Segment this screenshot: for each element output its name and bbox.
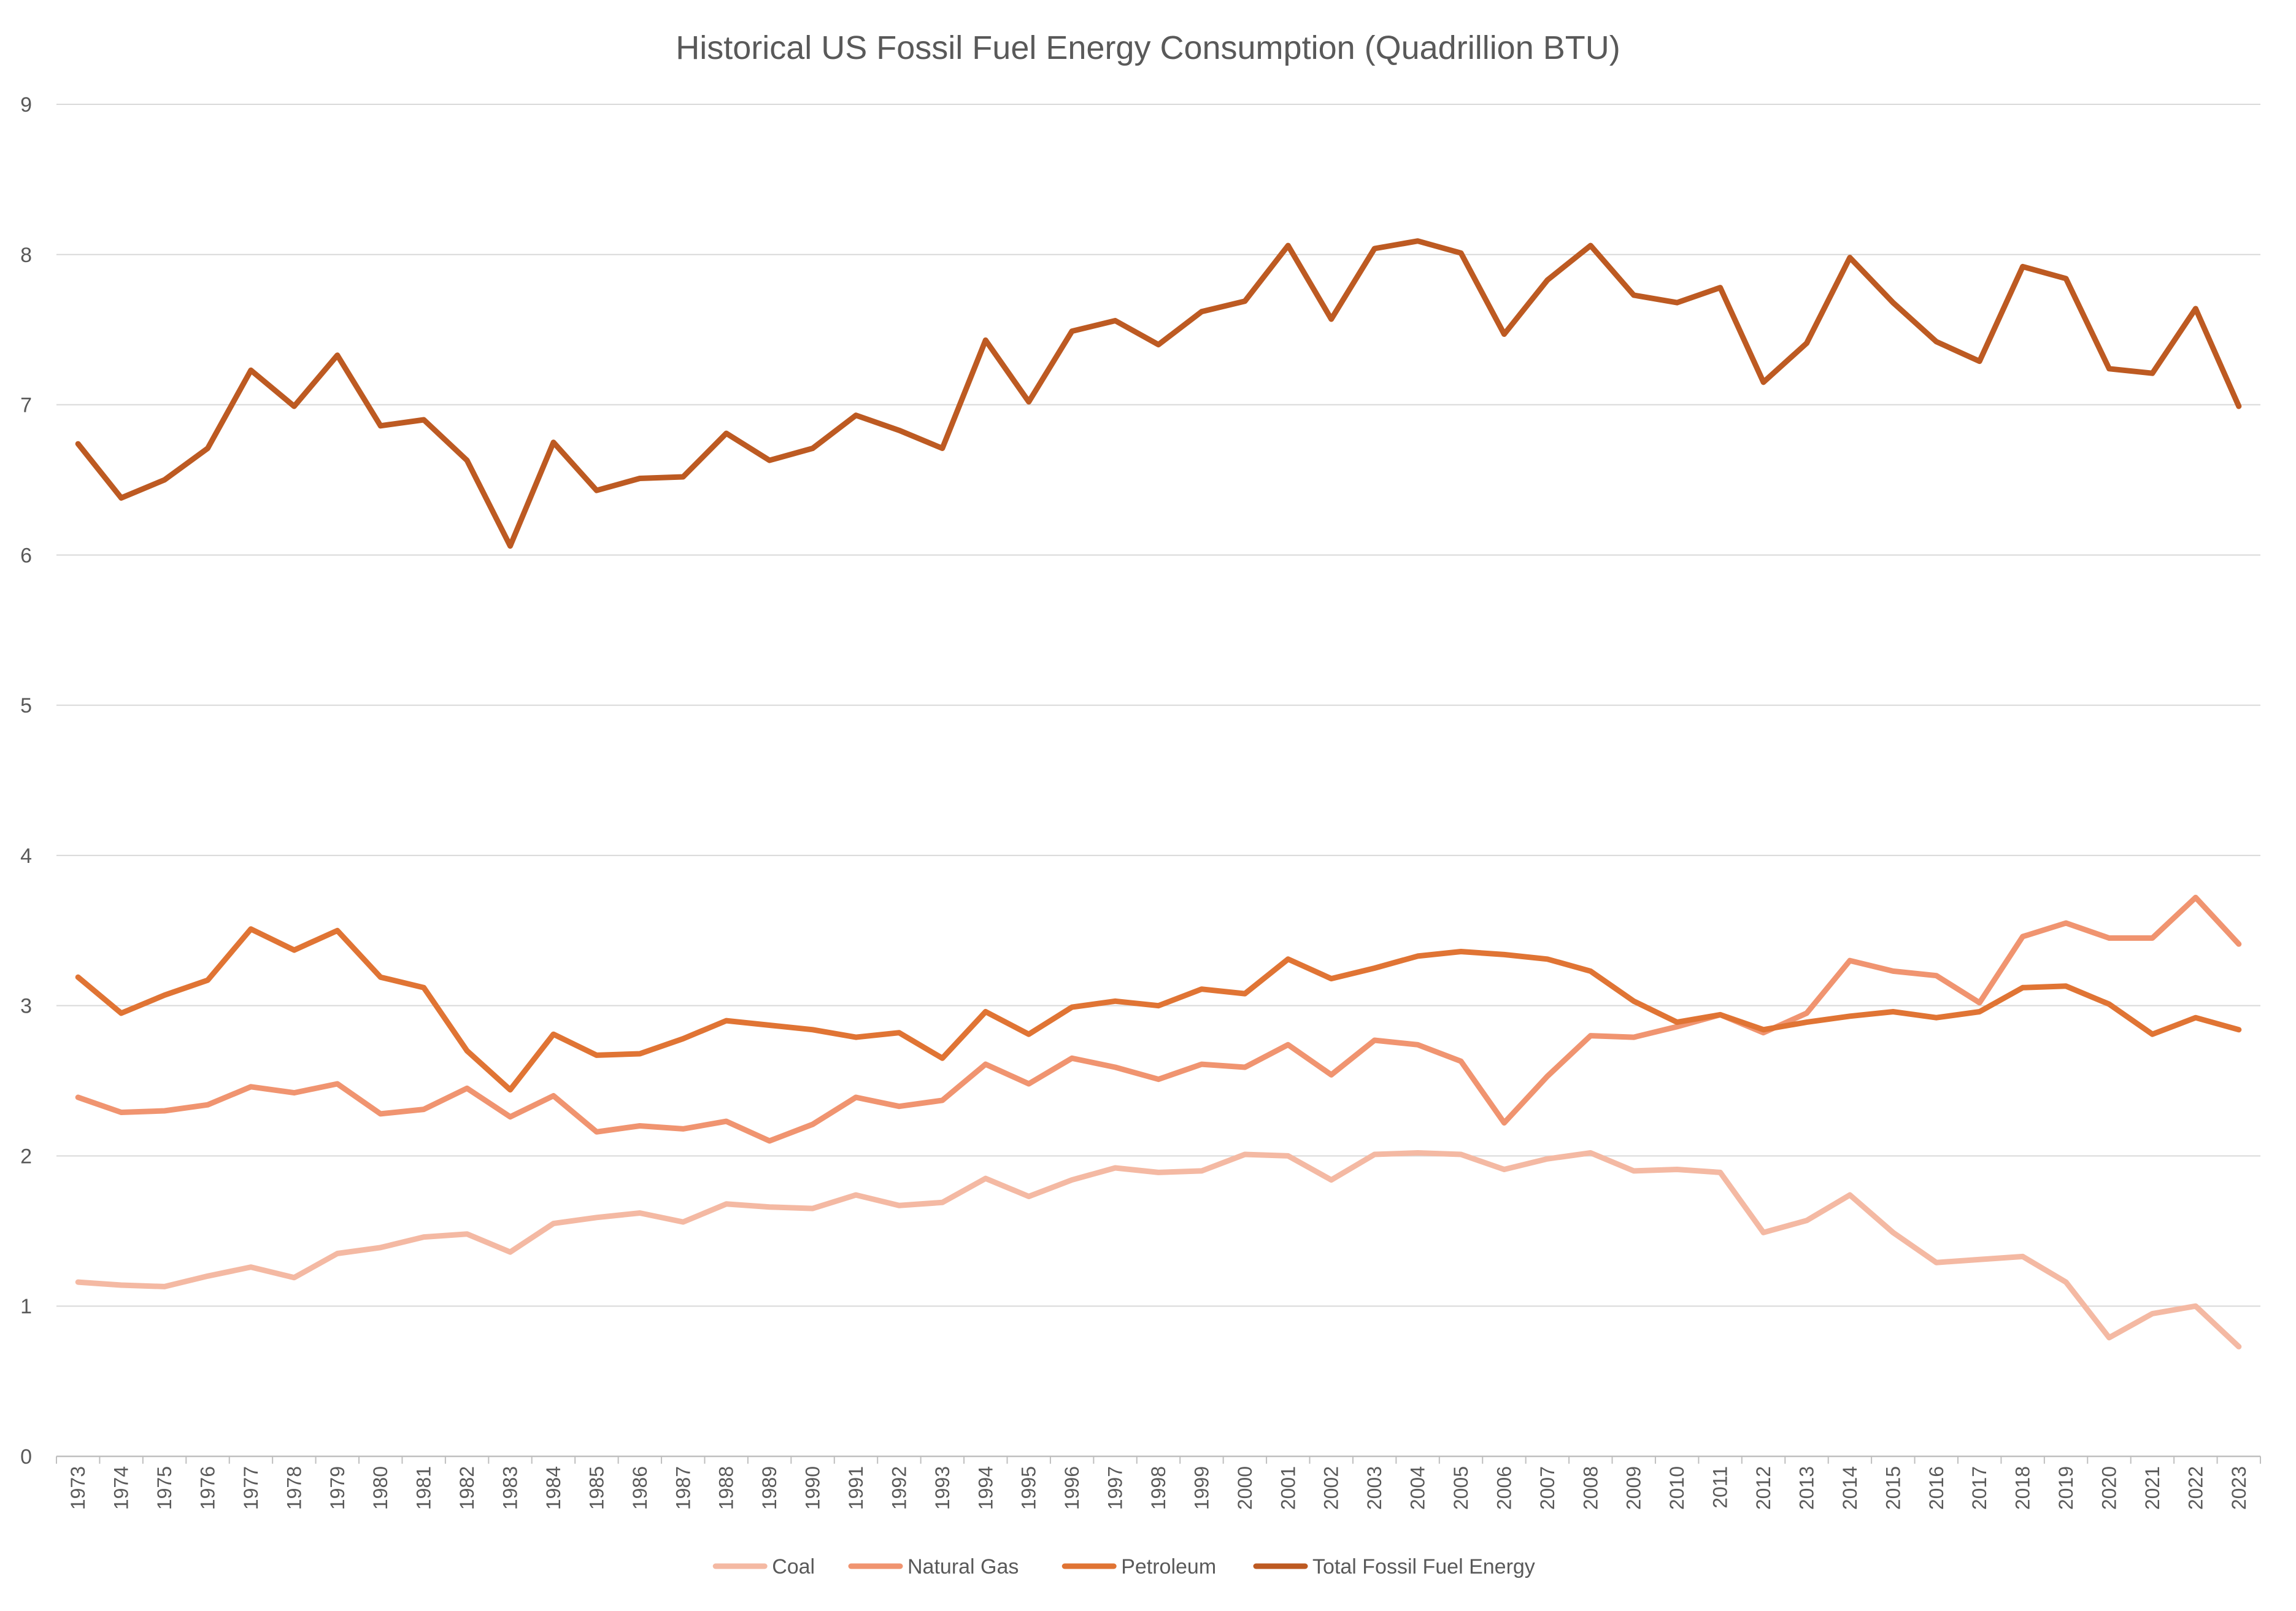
y-tick-label: 8 — [20, 244, 32, 267]
x-tick-label: 2016 — [1925, 1466, 1947, 1510]
x-tick-label: 2005 — [1450, 1466, 1472, 1510]
x-tick-label: 1999 — [1190, 1466, 1212, 1510]
x-tick-label: 2014 — [1839, 1466, 1861, 1510]
y-tick-label: 7 — [20, 394, 32, 417]
x-tick-label: 2012 — [1752, 1466, 1774, 1510]
x-tick-label: 2011 — [1709, 1466, 1732, 1509]
series-line-petroleum — [75, 926, 2242, 1093]
x-tick-label: 1980 — [369, 1466, 391, 1510]
x-tick-label: 1974 — [110, 1466, 133, 1510]
x-tick-label: 1975 — [153, 1466, 175, 1510]
x-tick-label: 2002 — [1320, 1466, 1343, 1510]
x-tick-label: 2015 — [1882, 1466, 1904, 1510]
x-tick-label: 2004 — [1407, 1466, 1429, 1510]
x-tick-label: 1982 — [456, 1466, 478, 1510]
x-tick-label: 2006 — [1493, 1466, 1515, 1510]
series-line-natural-gas — [75, 894, 2242, 1144]
series-line-total-fossil-fuel-energy — [75, 238, 2242, 549]
chart-title: Historical US Fossil Fuel Energy Consump… — [676, 29, 1620, 66]
y-tick-label: 1 — [20, 1295, 32, 1318]
x-tick-label: 2023 — [2228, 1466, 2250, 1510]
x-tick-label: 1973 — [67, 1466, 89, 1510]
legend-label-total-fossil-fuel-energy: Total Fossil Fuel Energy — [1312, 1555, 1535, 1578]
x-tick-label: 2010 — [1666, 1466, 1688, 1510]
legend-label-natural-gas: Natural Gas — [907, 1555, 1019, 1578]
x-tick-label: 2013 — [1795, 1466, 1817, 1510]
y-tick-label: 0 — [20, 1445, 32, 1469]
gridlines — [56, 104, 2260, 1458]
y-axis-ticks: 0 1 2 3 4 5 6 7 8 9 — [20, 93, 32, 1469]
x-tick-label: 1989 — [758, 1466, 780, 1510]
x-tick-label: 1998 — [1147, 1466, 1169, 1510]
x-tick-label: 1979 — [326, 1466, 349, 1510]
x-tick-label: 1993 — [931, 1466, 953, 1510]
x-tick-label: 2000 — [1234, 1466, 1256, 1510]
legend-label-coal: Coal — [772, 1555, 815, 1578]
x-tick-label: 2022 — [2184, 1466, 2206, 1510]
y-tick-label: 3 — [20, 995, 32, 1018]
x-tick-label: 2009 — [1623, 1466, 1645, 1510]
x-tick-label: 1987 — [672, 1466, 694, 1510]
legend: Coal Natural Gas Petroleum Total Fossil Fue… — [712, 1555, 1535, 1578]
x-tick-label: 1994 — [974, 1466, 996, 1510]
x-tick-label: 1983 — [499, 1466, 522, 1510]
x-tick-label: 2021 — [2141, 1466, 2163, 1510]
x-tick-label: 1986 — [629, 1466, 651, 1510]
series-lines — [75, 238, 2242, 1350]
x-tick-label: 1990 — [802, 1466, 824, 1510]
x-tick-label: 2003 — [1363, 1466, 1385, 1510]
x-tick-label: 2019 — [2055, 1466, 2077, 1510]
x-tick-label: 1988 — [715, 1466, 738, 1510]
x-tick-label: 1977 — [240, 1466, 262, 1510]
x-tick-label: 1992 — [888, 1466, 910, 1510]
x-tick-label: 2020 — [2098, 1466, 2120, 1510]
x-tick-label: 1976 — [197, 1466, 219, 1510]
x-tick-label: 2001 — [1277, 1466, 1299, 1510]
series-line-coal — [75, 1150, 2242, 1350]
x-tick-label: 2008 — [1579, 1466, 1601, 1510]
x-tick-label: 1985 — [585, 1466, 607, 1510]
x-tick-label: 1997 — [1104, 1466, 1127, 1510]
x-tick-label: 1984 — [542, 1466, 564, 1510]
legend-label-petroleum: Petroleum — [1121, 1555, 1216, 1578]
y-tick-label: 6 — [20, 544, 32, 567]
x-tick-label: 1991 — [845, 1466, 867, 1510]
x-tick-label: 2018 — [2012, 1466, 2034, 1510]
x-tick-label: 1996 — [1061, 1466, 1083, 1510]
y-tick-label: 5 — [20, 694, 32, 717]
x-tick-label: 2007 — [1536, 1466, 1558, 1510]
y-tick-label: 2 — [20, 1145, 32, 1168]
x-axis-ticks: 1973 1974 1975 1976 1977 1978 1979 1980 1981 1982… — [56, 1456, 2261, 1510]
x-tick-label: 1995 — [1018, 1466, 1040, 1510]
x-tick-label: 2017 — [1968, 1466, 1990, 1510]
x-tick-label: 1981 — [413, 1466, 435, 1510]
y-tick-label: 4 — [20, 844, 32, 868]
y-tick-label: 9 — [20, 93, 32, 117]
x-tick-label: 1978 — [283, 1466, 305, 1510]
